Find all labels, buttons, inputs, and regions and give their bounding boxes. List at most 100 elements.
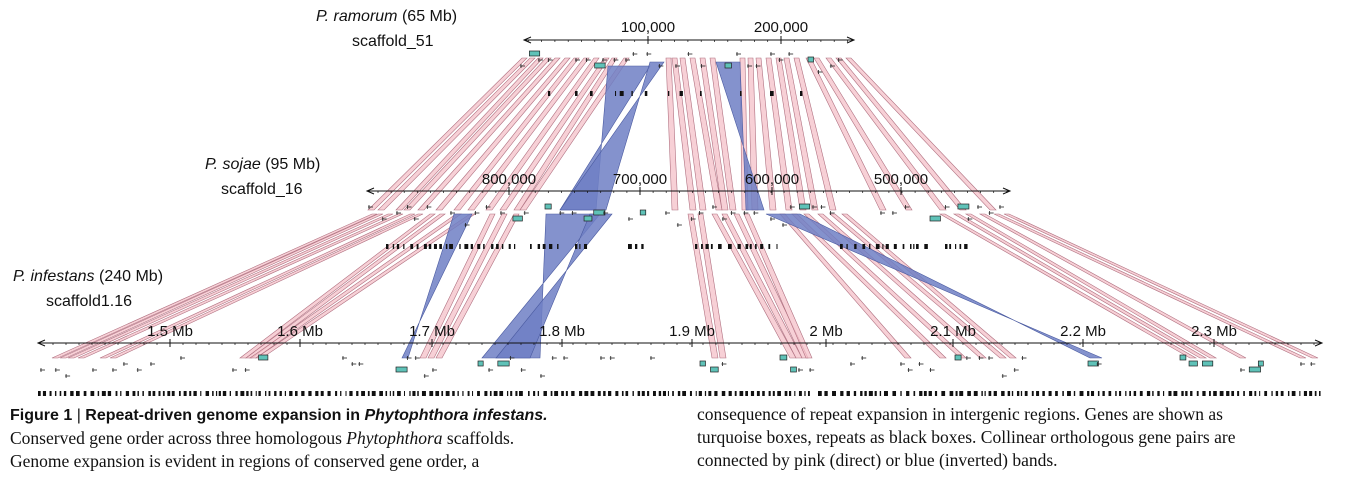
repeat-box <box>900 391 902 396</box>
repeat-box <box>1213 391 1217 396</box>
scale-right-arrow <box>846 36 856 44</box>
repeat-box <box>250 391 253 396</box>
caption-text: Genome expansion is evident in regions o… <box>10 451 480 471</box>
repeat-box <box>120 391 122 396</box>
scale-left-arrow <box>522 36 532 44</box>
gene-box <box>593 209 606 216</box>
repeat-box <box>410 244 414 249</box>
repeat-box <box>295 391 298 396</box>
repeat-box <box>212 391 214 396</box>
repeat-box <box>955 244 957 249</box>
inverted-band <box>559 61 665 211</box>
repeat-box <box>107 391 112 396</box>
direct-band <box>67 213 394 359</box>
repeat-box <box>882 244 884 249</box>
repeat-box <box>603 391 606 396</box>
repeat-box <box>1119 391 1122 396</box>
repeat-box <box>1231 391 1235 396</box>
gene-box <box>724 62 732 69</box>
gene-box <box>594 62 606 69</box>
repeat-box <box>934 391 938 396</box>
repeat-box <box>1036 391 1040 396</box>
gene-box <box>544 203 552 210</box>
repeat-box <box>868 391 873 396</box>
sojae-repeat-track <box>386 244 968 249</box>
gene-box <box>497 360 510 367</box>
repeat-box <box>804 391 806 396</box>
repeat-box <box>584 244 588 249</box>
repeat-box <box>284 391 287 396</box>
repeat-box <box>705 244 709 249</box>
repeat-box <box>708 391 712 396</box>
repeat-box <box>327 391 331 396</box>
repeat-box <box>1146 391 1151 396</box>
repeat-box <box>70 391 74 396</box>
repeat-box <box>846 244 848 249</box>
repeat-box <box>869 244 871 249</box>
repeat-box <box>533 391 536 396</box>
repeat-box <box>800 91 803 96</box>
repeat-box <box>513 244 516 249</box>
repeat-box <box>409 391 411 396</box>
repeat-box <box>158 391 161 396</box>
repeat-box <box>235 391 238 396</box>
repeat-box <box>750 391 755 396</box>
repeat-box <box>973 391 978 396</box>
repeat-box <box>484 391 488 396</box>
track-ramorum: P. ramorum (65 Mb) scaffold_51 100,000 2… <box>316 8 856 96</box>
repeat-box <box>928 391 932 396</box>
repeat-box <box>246 391 249 396</box>
repeat-box <box>784 391 788 396</box>
repeat-box <box>737 244 741 249</box>
repeat-box <box>132 391 136 396</box>
repeat-box <box>315 391 319 396</box>
repeat-box <box>537 391 540 396</box>
repeat-box <box>1271 391 1273 396</box>
repeat-box <box>644 91 648 96</box>
ramorum-scaffold-label: scaffold_51 <box>352 33 434 50</box>
repeat-box <box>542 244 546 249</box>
repeat-box <box>218 391 221 396</box>
repeat-box <box>1219 391 1224 396</box>
repeat-box <box>557 244 559 249</box>
repeat-box <box>565 391 568 396</box>
sojae-tick-label: 600,000 <box>745 171 799 188</box>
caption-left-column: Figure 1 | Repeat-driven genome expansio… <box>10 403 665 473</box>
gene-box <box>477 360 484 367</box>
repeat-box <box>798 391 802 396</box>
inverted-band <box>765 213 1103 359</box>
repeat-box <box>258 391 261 396</box>
repeat-box <box>575 244 578 249</box>
repeat-box <box>1314 391 1317 396</box>
track-infestans: P. infestans (240 Mb) scaffold1.16 1.5 M… <box>13 268 1324 396</box>
direct-band <box>952 213 1208 359</box>
repeat-box <box>740 91 742 96</box>
repeat-box <box>575 91 578 96</box>
repeat-box <box>63 391 67 396</box>
repeat-box <box>229 391 231 396</box>
direct-band <box>51 213 378 359</box>
direct-band <box>109 213 424 359</box>
repeat-box <box>1152 391 1154 396</box>
repeat-box <box>1287 391 1290 396</box>
synteny-figure: P. ramorum (65 Mb) scaffold_51 100,000 2… <box>13 8 1324 396</box>
repeat-box <box>42 391 47 396</box>
repeat-box <box>1048 391 1052 396</box>
repeat-box <box>625 391 629 396</box>
repeat-box <box>1055 391 1058 396</box>
direct-band <box>679 57 707 211</box>
inverted-band <box>401 213 473 359</box>
repeat-box <box>1243 391 1245 396</box>
ramorum-tick-label: 100,000 <box>621 19 675 36</box>
repeat-box <box>1299 391 1301 396</box>
repeat-box <box>1190 391 1193 396</box>
infestans-tick-label: 2 Mb <box>809 323 842 340</box>
repeat-box <box>571 391 575 396</box>
repeat-box <box>728 391 732 396</box>
repeat-box <box>416 244 419 249</box>
repeat-box <box>125 391 130 396</box>
repeat-box <box>462 391 464 396</box>
repeat-box <box>452 391 455 396</box>
repeat-box <box>1079 391 1084 396</box>
repeat-box <box>449 244 453 249</box>
